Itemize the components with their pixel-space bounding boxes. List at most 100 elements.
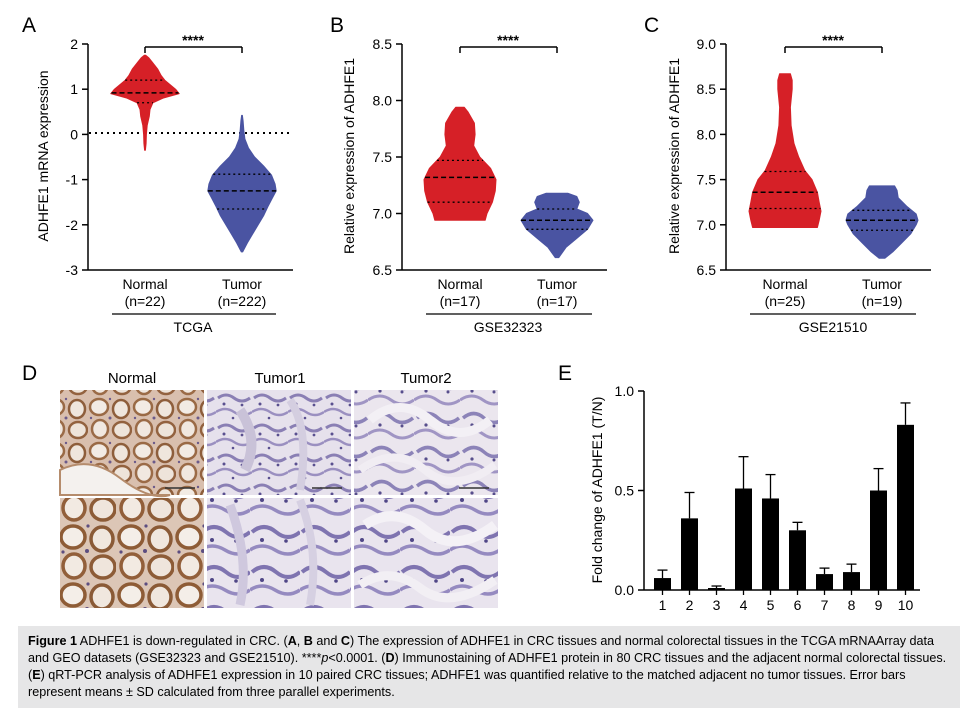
ihc-normal-low bbox=[59, 390, 204, 498]
col-label-tumor1: Tumor1 bbox=[254, 370, 305, 387]
ylabel-e: Fold change of ADHFE1 (T/N) bbox=[589, 397, 605, 584]
y-tick-label: 6.5 bbox=[697, 262, 717, 278]
violin-tumor bbox=[207, 114, 277, 253]
ihc-tumor2-low bbox=[354, 390, 498, 495]
y-ticks-b: 8.5 8.0 7.5 7.0 6.5 bbox=[373, 36, 402, 278]
x-tick-label-7: 7 bbox=[821, 597, 829, 613]
caption-text-4: ) Immunostaining of ADHFE1 protein in 80… bbox=[28, 651, 947, 682]
y-tick-label: 8.5 bbox=[373, 36, 393, 52]
y-tick-label: 8.0 bbox=[697, 126, 717, 142]
violin-normal bbox=[423, 106, 497, 221]
col-label-tumor2: Tumor2 bbox=[400, 370, 451, 387]
y-tick-label: -2 bbox=[66, 217, 79, 233]
x-tick-label-1: 1 bbox=[659, 597, 667, 613]
bar-6 bbox=[789, 530, 806, 590]
panel-a: A ADHFE1 mRNA expression 210-1-2-3 **** … bbox=[22, 14, 293, 335]
x-tick-label-2: 2 bbox=[686, 597, 694, 613]
bars-e: 1 2 3 4 5 6 7 8 9 10 bbox=[654, 402, 914, 613]
caption-text-5: ) qRT-PCR analysis of ADHFE1 expression … bbox=[28, 668, 906, 699]
group-n-c-normal: (n=25) bbox=[765, 293, 806, 309]
bar-9 bbox=[870, 490, 887, 590]
y-tick-label: 2 bbox=[70, 36, 78, 52]
group-n-a-normal: (n=22) bbox=[125, 293, 166, 309]
bar-5 bbox=[762, 498, 779, 590]
caption-text-2: ) The expression of ADHFE1 in CRC tissue… bbox=[28, 634, 935, 665]
bar-4 bbox=[735, 488, 752, 590]
x-tick-label-6: 6 bbox=[794, 597, 802, 613]
panel-c: C Relative expression of ADHFE1 9.0 8.5 8.… bbox=[644, 14, 931, 335]
bar-1 bbox=[654, 578, 671, 590]
caption-ref-b: B bbox=[303, 634, 313, 648]
caption-ref-e: E bbox=[32, 668, 41, 682]
group-label-b-tumor: Tumor bbox=[537, 276, 577, 292]
caption-text-3: <0.0001. ( bbox=[328, 651, 386, 665]
y-tick-label-e: 0.0 bbox=[615, 582, 635, 598]
ylabel-b: Relative expression of ADHFE1 bbox=[341, 58, 357, 254]
bar-2 bbox=[681, 518, 698, 590]
panel-letter-b: B bbox=[330, 14, 344, 37]
panel-e: E Fold change of ADHFE1 (T/N) 0.00.51.0 … bbox=[558, 362, 920, 613]
violin-tumor bbox=[845, 185, 919, 259]
y-ticks-c: 9.0 8.5 8.0 7.5 7.0 6.5 bbox=[697, 36, 726, 278]
caption-ref-c: C bbox=[340, 634, 351, 648]
caption-ref-d: D bbox=[385, 651, 395, 665]
bar-7 bbox=[816, 574, 833, 590]
y-tick-label-e: 0.5 bbox=[615, 483, 635, 499]
x-tick-label-8: 8 bbox=[848, 597, 856, 613]
violin-tumor bbox=[520, 192, 594, 259]
ylabel-c: Relative expression of ADHFE1 bbox=[666, 58, 682, 254]
y-tick-label: 6.5 bbox=[373, 262, 393, 278]
y-tick-label-e: 1.0 bbox=[615, 383, 635, 399]
violin-normal bbox=[748, 73, 822, 228]
ihc-normal-high bbox=[60, 498, 204, 608]
group-n-b-normal: (n=17) bbox=[440, 293, 481, 309]
sig-stars-a: **** bbox=[182, 32, 204, 48]
panel-letter-c: C bbox=[644, 14, 659, 37]
bar-10 bbox=[897, 424, 914, 590]
ylabel-a: ADHFE1 mRNA expression bbox=[35, 70, 51, 241]
y-ticks-e: 0.0 0.5 1.0 bbox=[615, 383, 644, 598]
group-label-c-tumor: Tumor bbox=[862, 276, 902, 292]
panel-b: B Relative expression of ADHFE1 8.5 8.0 7.… bbox=[330, 14, 607, 335]
figure-canvas: A ADHFE1 mRNA expression 210-1-2-3 **** … bbox=[22, 14, 931, 613]
group-n-a-tumor: (n=222) bbox=[218, 293, 267, 309]
dataset-label-a: TCGA bbox=[174, 319, 214, 335]
caption-text-1: ADHFE1 is down-regulated in CRC. ( bbox=[77, 634, 288, 648]
sig-stars-c: **** bbox=[822, 32, 844, 48]
y-tick-label: 7.0 bbox=[697, 217, 717, 233]
bar-8 bbox=[843, 572, 860, 590]
y-tick-label: 7.5 bbox=[697, 172, 717, 188]
x-tick-label-10: 10 bbox=[898, 597, 914, 613]
caption-sep-1: , bbox=[296, 634, 304, 648]
y-ticks-a: 2 1 0 -1 -2 -3 bbox=[66, 36, 88, 278]
x-tick-label-9: 9 bbox=[875, 597, 883, 613]
violins-b bbox=[423, 106, 594, 259]
figure-caption: Figure 1 ADHFE1 is down-regulated in CRC… bbox=[18, 626, 960, 708]
group-label-b-normal: Normal bbox=[437, 276, 482, 292]
y-tick-label: 8.0 bbox=[373, 93, 393, 109]
violins-a bbox=[110, 54, 277, 253]
ihc-tumor1-low bbox=[207, 390, 351, 495]
violin-normal bbox=[110, 54, 180, 151]
panel-letter-a: A bbox=[22, 14, 36, 37]
group-label-a-normal: Normal bbox=[122, 276, 167, 292]
y-tick-label: 1 bbox=[70, 81, 78, 97]
y-tick-label: 8.5 bbox=[697, 81, 717, 97]
bar-3 bbox=[708, 588, 725, 590]
panel-letter-e: E bbox=[558, 362, 572, 385]
ihc-tumor1-high bbox=[207, 498, 351, 608]
caption-p: p bbox=[321, 651, 329, 665]
caption-and: and bbox=[312, 634, 341, 648]
x-tick-label-3: 3 bbox=[713, 597, 721, 613]
y-tick-label: 7.0 bbox=[373, 206, 393, 222]
violins-c bbox=[748, 73, 919, 259]
panel-letter-d: D bbox=[22, 362, 37, 385]
caption-figure-label: Figure 1 bbox=[28, 634, 77, 648]
group-n-c-tumor: (n=19) bbox=[862, 293, 903, 309]
sig-stars-b: **** bbox=[497, 32, 519, 48]
dataset-label-c: GSE21510 bbox=[799, 319, 868, 335]
ihc-tumor2-high bbox=[354, 498, 498, 608]
y-tick-label: -1 bbox=[66, 172, 79, 188]
group-n-b-tumor: (n=17) bbox=[537, 293, 578, 309]
caption-ref-a: A bbox=[287, 634, 297, 648]
